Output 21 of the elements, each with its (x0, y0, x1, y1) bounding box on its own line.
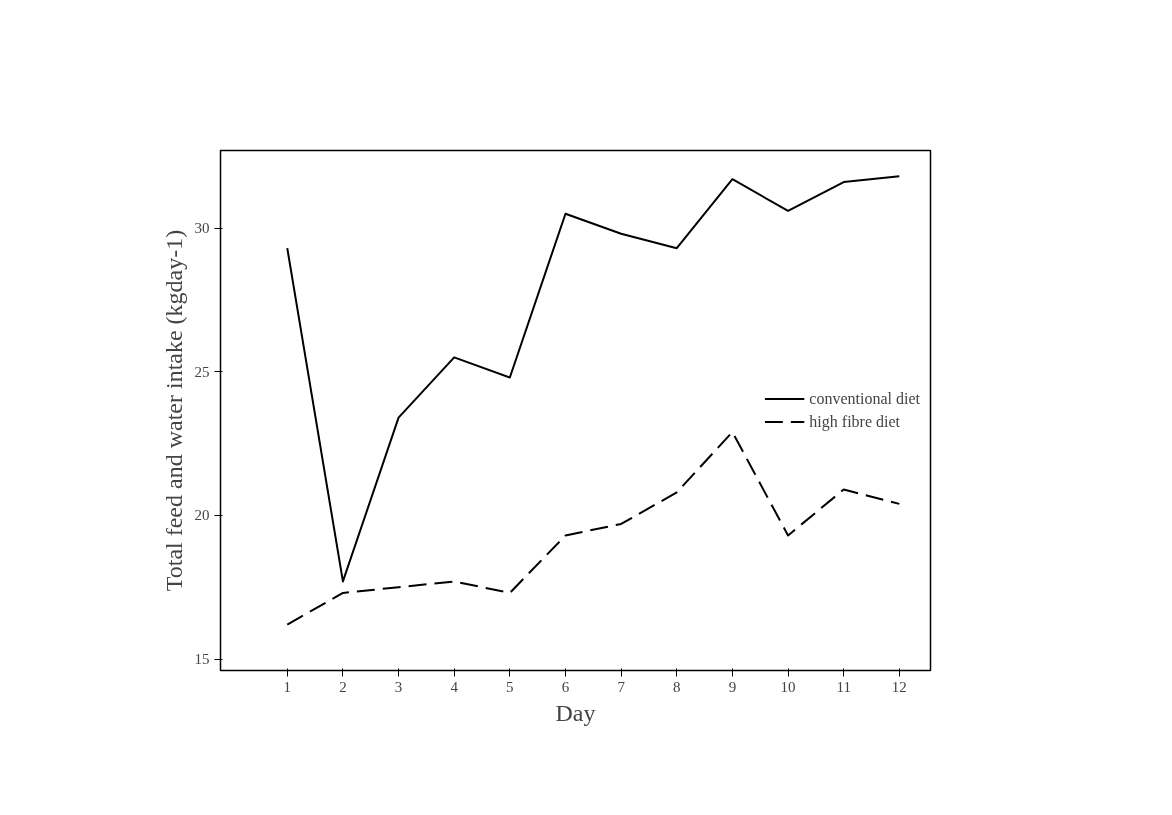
x-tick-label: 12 (891, 678, 907, 695)
x-tick-label: 9 (728, 678, 737, 695)
x-tick-label: 1 (283, 678, 292, 695)
legend-label: conventional diet (809, 389, 920, 408)
y-tick-label: 20 (194, 507, 210, 524)
x-tick-label: 3 (394, 678, 403, 695)
line-series (286, 431, 901, 626)
x-tick-label: 11 (836, 678, 851, 695)
y-tick-label: 15 (194, 651, 210, 668)
x-tick-label: 10 (780, 678, 796, 695)
x-tick-label: 6 (561, 678, 570, 695)
y-tick-label: 30 (194, 220, 210, 237)
x-tick-label: 4 (450, 678, 459, 695)
legend-label: high fibre diet (809, 412, 900, 431)
x-tick-label: 5 (506, 678, 514, 695)
x-tick-label: 2 (339, 678, 347, 695)
y-tick-label: 25 (194, 363, 210, 380)
x-tick-label: 8 (673, 678, 681, 695)
y-axis-title: Total feed and water intake (kgday-1) (160, 229, 187, 592)
x-tick-label: 7 (617, 678, 626, 695)
x-axis-title: Day (555, 699, 596, 726)
